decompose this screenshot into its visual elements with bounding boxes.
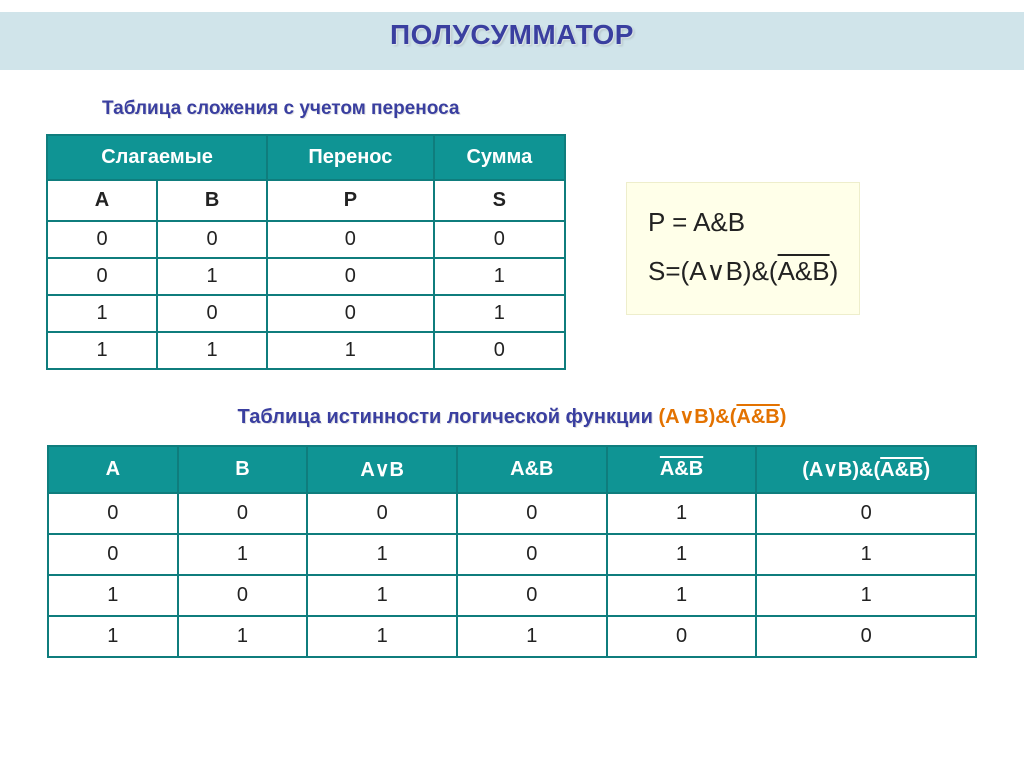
table1-heading: Таблица сложения с учетом переноса <box>102 98 978 120</box>
cell: 0 <box>267 295 434 332</box>
formula-s: S=(A∨B)&(A&B) <box>648 247 838 296</box>
cell: 0 <box>48 493 178 534</box>
cell: 0 <box>457 493 607 534</box>
table-row: 0 1 0 1 <box>47 258 565 295</box>
cell: 1 <box>307 616 457 657</box>
cell: 1 <box>157 258 267 295</box>
or-icon: ∨ <box>680 406 695 428</box>
table1-header-row: Слагаемые Перенос Сумма <box>47 135 565 180</box>
cell: 0 <box>434 332 565 369</box>
s-over-text: A&B <box>778 256 830 286</box>
cell: 1 <box>756 575 976 616</box>
table-row: 1 0 1 0 1 1 <box>48 575 976 616</box>
cell: 0 <box>307 493 457 534</box>
formula-p: P = A&B <box>648 198 838 247</box>
cell: 0 <box>434 221 565 258</box>
overline-part: A&B <box>880 459 923 481</box>
e-over-text: A&B <box>736 406 779 428</box>
s-g1c: B) <box>726 256 752 286</box>
cell: 0 <box>457 575 607 616</box>
cell: 1 <box>178 616 308 657</box>
th-full-expr: (A∨B)&(A&B) <box>756 446 976 493</box>
cell: 1 <box>307 575 457 616</box>
addition-table: Слагаемые Перенос Сумма A B P S 0 0 0 0 … <box>46 134 566 370</box>
cell: 1 <box>178 534 308 575</box>
cell: 1 <box>48 616 178 657</box>
e-open: (A <box>658 406 679 428</box>
cell: 0 <box>756 616 976 657</box>
s-o2: ( <box>769 256 778 286</box>
s-lhs: S= <box>648 256 681 286</box>
th-a: A <box>48 446 178 493</box>
cell: 1 <box>47 295 157 332</box>
cell: 1 <box>607 493 757 534</box>
subcol-a: A <box>47 180 157 221</box>
p-b: B <box>728 207 745 237</box>
cell: 0 <box>157 295 267 332</box>
overline-label: A&B <box>660 458 703 480</box>
cell: 1 <box>267 332 434 369</box>
cell: 0 <box>607 616 757 657</box>
e-c2: ) <box>780 406 787 428</box>
cell: 0 <box>457 534 607 575</box>
col-sum: Сумма <box>434 135 565 180</box>
amp-icon: & <box>752 256 769 286</box>
table-row: 0 1 1 0 1 1 <box>48 534 976 575</box>
th-aandb: A&B <box>457 446 607 493</box>
top-row: Слагаемые Перенос Сумма A B P S 0 0 0 0 … <box>46 134 978 370</box>
cell: 0 <box>48 534 178 575</box>
header-strip: ПОЛУСУММАТОР <box>0 0 1024 70</box>
cell: 1 <box>434 295 565 332</box>
e-mid: B) <box>694 406 715 428</box>
p-a: A <box>693 207 710 237</box>
th-aorb: A∨B <box>307 446 457 493</box>
table-row: 0 0 0 0 1 0 <box>48 493 976 534</box>
content-area: Таблица сложения с учетом переноса Слага… <box>0 70 1024 768</box>
cell: 0 <box>178 493 308 534</box>
cell: 0 <box>178 575 308 616</box>
cell: 1 <box>157 332 267 369</box>
table2-header-row: A B A∨B A&B A&B (A∨B)&(A&B) <box>48 446 976 493</box>
cell: 1 <box>607 534 757 575</box>
cell: 0 <box>756 493 976 534</box>
cell: 0 <box>267 258 434 295</box>
s-c2: ) <box>830 256 839 286</box>
p-lhs: P = <box>648 207 687 237</box>
cell: 1 <box>307 534 457 575</box>
cell: 1 <box>434 258 565 295</box>
cell: 0 <box>267 221 434 258</box>
amp-icon: & <box>710 207 727 237</box>
cell: 0 <box>47 221 157 258</box>
truth-table: A B A∨B A&B A&B (A∨B)&(A&B) 0 0 0 0 1 0 … <box>47 445 977 658</box>
subcol-s: S <box>434 180 565 221</box>
amp-icon: & <box>715 406 729 428</box>
table-row: 1 1 1 0 <box>47 332 565 369</box>
or-icon: ∨ <box>707 256 726 286</box>
table2-heading-wrap: Таблица истинности логической функции (A… <box>46 404 978 429</box>
table2-expr: (A∨B)&(A&B) <box>658 406 786 428</box>
cell: 0 <box>47 258 157 295</box>
cell: 1 <box>48 575 178 616</box>
e-overline: A&B <box>736 406 779 428</box>
formula-box: P = A&B S=(A∨B)&(A&B) <box>626 182 860 315</box>
table2-heading: Таблица истинности логической функции <box>238 406 659 428</box>
th-not-aandb: A&B <box>607 446 757 493</box>
subcol-p: P <box>267 180 434 221</box>
table1-subheader-row: A B P S <box>47 180 565 221</box>
cell: 1 <box>457 616 607 657</box>
page-title: ПОЛУСУММАТОР <box>390 19 634 51</box>
table-row: 0 0 0 0 <box>47 221 565 258</box>
cell: 0 <box>157 221 267 258</box>
table-row: 1 0 0 1 <box>47 295 565 332</box>
col-addends: Слагаемые <box>47 135 267 180</box>
s-overline: A&B <box>778 256 830 286</box>
cell: 1 <box>47 332 157 369</box>
s-g1o: (A <box>681 256 707 286</box>
th-b: B <box>178 446 308 493</box>
cell: 1 <box>607 575 757 616</box>
subcol-b: B <box>157 180 267 221</box>
table-row: 1 1 1 1 0 0 <box>48 616 976 657</box>
col-carry: Перенос <box>267 135 434 180</box>
cell: 1 <box>756 534 976 575</box>
